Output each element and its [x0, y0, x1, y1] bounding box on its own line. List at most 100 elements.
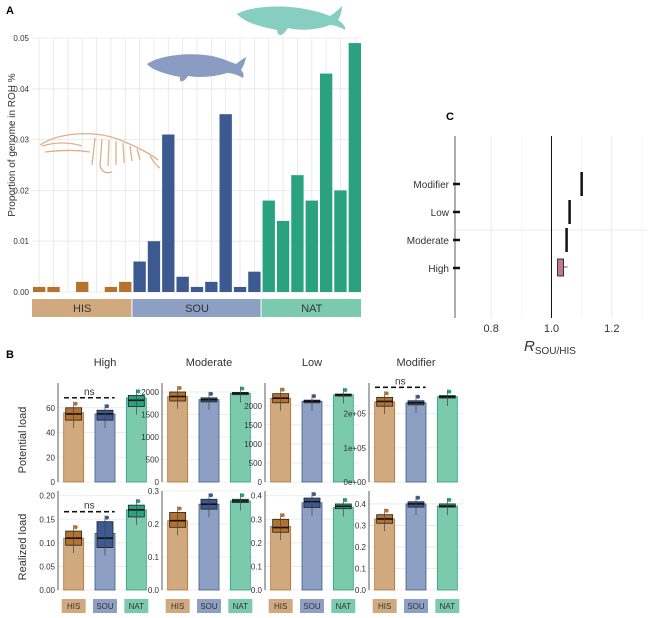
skeleton-flipper-icon — [99, 165, 113, 174]
b-category-strip-his — [61, 599, 86, 613]
c-box-high — [557, 258, 564, 277]
a-y-tick-label: 0.01 — [13, 237, 29, 246]
panel-a-y-axis-label: Proportion of genome in ROH % — [7, 73, 18, 217]
b-point-nat — [447, 389, 452, 394]
b-column-title: Moderate — [186, 357, 232, 369]
b-y-tick-label: 0 — [155, 478, 160, 487]
sou-whale-icon — [147, 54, 246, 82]
b-category-label-sou: SOU — [96, 602, 114, 611]
potential-load-label: Potential load — [17, 407, 29, 474]
b-point-nat — [447, 497, 452, 502]
panel-label-c: C — [446, 111, 454, 123]
b-category-label-his: HIS — [378, 602, 391, 611]
b-category-strip-nat — [228, 599, 253, 613]
c-x-tick-label: 0.8 — [484, 323, 499, 335]
b-bar-nat — [332, 507, 354, 591]
b-y-tick-label: 2000 — [141, 388, 159, 397]
a-bar-nat — [334, 190, 347, 292]
b-subplot-potential-moderate: Moderate 0 500 1000 1500 2000 — [141, 357, 256, 487]
b-y-tick-label: 1e+05 — [344, 444, 367, 453]
b-bar-sou — [405, 402, 427, 483]
a-bar-his — [47, 286, 60, 292]
b-subplot-realized-low: 0.0 0.1 0.2 0.3 0.4 HIS SOU NAT — [251, 491, 359, 613]
b-bar-sou — [301, 502, 323, 591]
a-y-tick-label: 0.05 — [13, 34, 29, 43]
b-category-strip-nat — [331, 599, 356, 613]
a-y-tick-label: 0.02 — [13, 186, 29, 195]
b-bar-sou — [405, 503, 427, 591]
a-y-tick-label: 0.03 — [13, 136, 29, 145]
a-bar-sou — [133, 261, 146, 292]
a-bar-his — [119, 281, 132, 292]
c-x-tick-label: 1.0 — [544, 323, 559, 335]
b-category-strip-sou — [197, 599, 221, 613]
a-group-strip-nat — [261, 299, 361, 317]
b-bar-nat — [332, 394, 354, 483]
whale-skeleton-his-illustration — [39, 133, 161, 174]
b-y-tick-label: 0.1 — [355, 564, 367, 573]
b-y-tick-label: 0.2 — [148, 520, 160, 529]
b-column-title: Modifier — [396, 357, 435, 369]
b-y-tick-label: 0.10 — [39, 539, 55, 548]
b-point-his — [384, 508, 389, 513]
b-category-label-his: HIS — [67, 602, 80, 611]
a-bar-nat — [276, 220, 290, 292]
b-category-label-sou: SOU — [303, 602, 321, 611]
b-category-strip-his — [165, 599, 190, 613]
b-y-tick-label: 0.1 — [148, 553, 160, 562]
panel-c-ratio-plot: 0.8 1.0 1.2 Modifier Low Moderate High RSOU/HIS — [407, 136, 648, 357]
c-category-label: Moderate — [407, 236, 450, 247]
b-ns-label: ns — [84, 501, 95, 512]
b-y-tick-label: 0.3 — [148, 487, 160, 496]
b-point-his — [177, 506, 182, 511]
a-y-tick-label: 0.00 — [13, 288, 29, 297]
b-point-sou — [105, 404, 109, 409]
b-subplot-potential-low: Low 0 500 1000 1500 2000 — [244, 357, 359, 487]
b-point-sou — [312, 492, 316, 497]
b-y-tick-label: 500 — [146, 456, 160, 465]
a-bar-nat — [348, 43, 361, 292]
a-group-strip-sou — [132, 299, 261, 317]
b-bar-sou — [301, 400, 323, 483]
panel-label-b: B — [6, 349, 14, 361]
b-y-tick-label: 0.0 — [251, 586, 263, 595]
c-x-axis-label: RSOU/HIS — [524, 338, 576, 357]
a-bar-nat — [319, 73, 333, 292]
skeleton-jaw-icon — [41, 142, 83, 147]
b-y-tick-label: 0.3 — [355, 521, 367, 530]
b-bar-nat — [436, 396, 458, 483]
b-y-tick-label: 0.3 — [251, 515, 263, 524]
b-y-tick-label: 0.4 — [355, 500, 367, 509]
c-x-tick-label: 1.2 — [604, 323, 619, 335]
b-category-label-nat: NAT — [440, 602, 456, 611]
b-y-tick-label: 2e+05 — [344, 410, 367, 419]
a-bar-nat — [262, 200, 275, 292]
panel-b-load-boxplots: High0204060nsModerate0500100015002000Low… — [39, 357, 463, 613]
panel-a-roh-chart: 0.00 0.01 0.02 0.03 0.04 0.05 HIS SOU NAT — [13, 34, 362, 317]
b-category-strip-nat — [124, 599, 149, 613]
b-ns-label: ns — [84, 387, 95, 398]
b-subplot-potential-modifier: Modifier 0e+00 1e+05 2e+05 ns — [344, 357, 463, 487]
panel-label-a: A — [6, 5, 14, 17]
b-point-his — [384, 391, 389, 396]
b-category-strip-sou — [300, 599, 324, 613]
b-category-strip-his — [268, 599, 293, 613]
whale-sou-illustration — [147, 54, 246, 82]
a-bar-sou — [219, 114, 232, 292]
c-category-label: Modifier — [413, 180, 449, 191]
b-point-his — [73, 525, 78, 530]
b-category-strip-sou — [404, 599, 428, 613]
b-category-label-his: HIS — [274, 602, 287, 611]
b-point-nat — [343, 497, 348, 502]
b-y-tick-label: 2000 — [244, 402, 262, 411]
b-y-tick-label: 0.0 — [148, 586, 160, 595]
b-column-title: High — [94, 357, 117, 369]
b-point-his — [280, 387, 285, 392]
b-y-tick-label: 0.4 — [251, 492, 263, 501]
a-bar-sou — [147, 241, 161, 292]
a-bar-sou — [233, 286, 247, 292]
b-y-tick-label: 0 — [51, 478, 56, 487]
b-subplot-realized-modifier: 0.0 0.1 0.2 0.3 0.4 HIS SOU NAT — [355, 491, 463, 613]
a-bar-his — [33, 286, 46, 292]
b-bar-nat — [229, 500, 251, 591]
